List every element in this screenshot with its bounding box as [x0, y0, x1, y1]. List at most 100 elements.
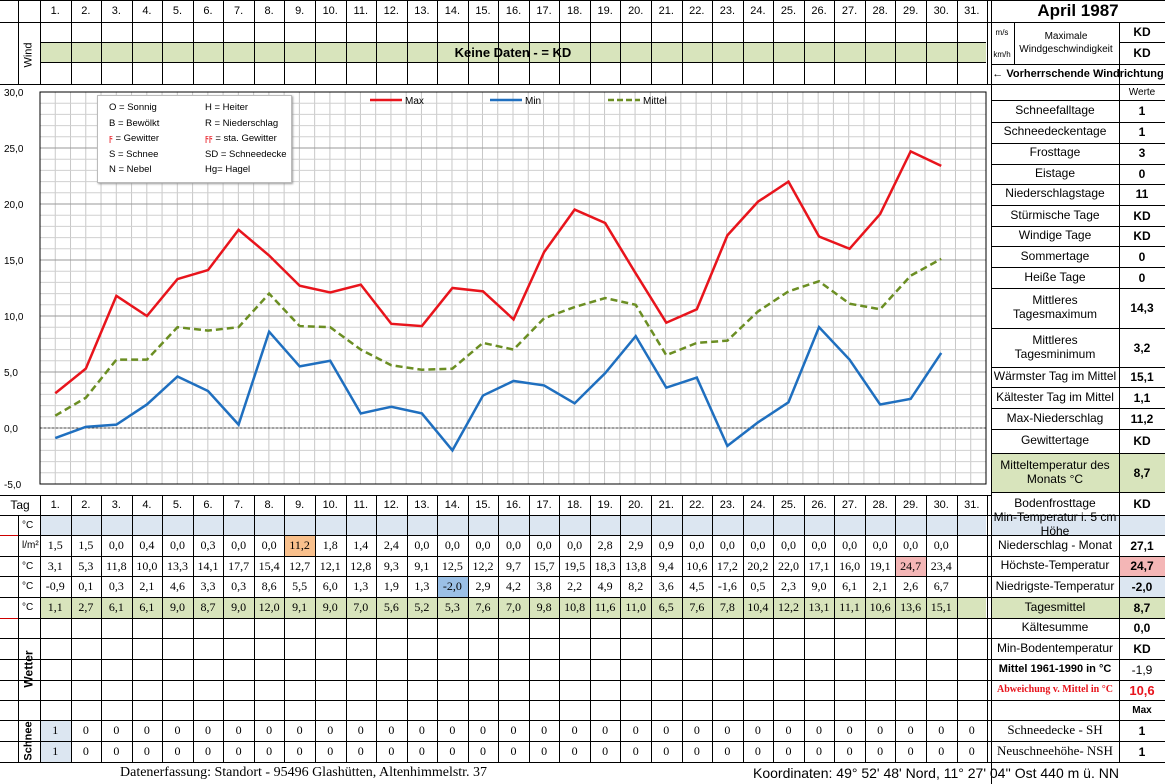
day-number: 4.: [142, 5, 152, 17]
table-day-number: 28.: [872, 499, 888, 511]
precip-cell: 2,8: [597, 538, 613, 552]
grid-line: [991, 328, 1165, 329]
wind-no-data-bar: Keine Daten - = KD: [40, 42, 986, 62]
day-number: 10.: [322, 5, 338, 17]
min-temp-cell: 3,3: [200, 579, 216, 593]
grid-line: [681, 0, 683, 84]
precip-cell: 0,0: [842, 538, 858, 552]
grid-line: [0, 618, 991, 619]
table-day-number: 1.: [50, 499, 60, 511]
precip-cell: 0,0: [933, 538, 949, 552]
stat-value: 1: [1138, 104, 1146, 118]
max-temp-cell: 9,3: [383, 558, 399, 573]
grid-line: [895, 495, 897, 762]
legend-code: R = Niederschlag: [205, 117, 279, 129]
snow-cell: 0: [479, 723, 486, 737]
grid-line: [991, 492, 1165, 493]
max-temp-cell: 15,7: [533, 558, 555, 573]
legend-label-max: Max: [405, 96, 424, 107]
stat-value: 3: [1138, 146, 1146, 160]
stat-lower-value: [1119, 515, 1165, 535]
grid-line: [345, 0, 347, 84]
legend-code: ϝϝ = sta. Gewitter: [205, 133, 277, 144]
stat-lower-value: 24,7: [1119, 556, 1165, 576]
grid-line: [991, 143, 1165, 144]
stat-value: 8,7: [1119, 453, 1165, 492]
stat-label: Bodenfrosttage: [1014, 495, 1096, 510]
snow-cell: 0: [877, 723, 884, 737]
grid-line: [925, 495, 927, 762]
grid-line: [1014, 22, 1015, 64]
stat-label: Niederschlagstage: [1005, 186, 1105, 201]
grid-line: [991, 597, 1165, 598]
grid-line: [0, 22, 991, 23]
max-temp-cell: 9,1: [414, 558, 430, 573]
day-number: 30.: [933, 5, 949, 17]
grid-line: [991, 576, 1165, 577]
row-unit: °C: [22, 601, 34, 613]
mean-temp-cell: 6,1: [139, 600, 155, 614]
stat-value: 1,1: [1133, 390, 1151, 405]
snow-cell: 0: [816, 744, 823, 758]
stat-label: Sommertage: [1020, 248, 1090, 263]
grid-line: [0, 535, 18, 536]
max-temp-cell: 10,0: [136, 558, 158, 573]
max-temp-cell: 19,1: [869, 558, 891, 573]
mean-row-band: [40, 597, 986, 618]
precip-cell: 0,0: [903, 538, 919, 552]
precip-cell: 1,4: [353, 538, 369, 552]
day-number: 1.: [50, 5, 60, 17]
snow-cell: 0: [113, 723, 120, 737]
snow-cell: 0: [907, 744, 914, 758]
max-temp-cell: 19,5: [564, 558, 586, 573]
grid-line: [1119, 42, 1165, 43]
max-temp-cell: 12,5: [441, 558, 463, 573]
min-temp-cell: 2,3: [780, 579, 796, 593]
snow-cell: 0: [388, 723, 395, 737]
mean-temp-cell: 1,1: [47, 600, 63, 614]
grid-line: [987, 0, 989, 84]
stat-label: Windige Tage: [1018, 228, 1092, 243]
max-temp-cell: 17,2: [716, 558, 738, 573]
snow-cell: 0: [143, 723, 150, 737]
precip-cell: 0,0: [261, 538, 277, 552]
min-temp-cell: 2,2: [567, 579, 583, 593]
grid-line: [991, 22, 1165, 23]
precip-cell: 0,0: [414, 538, 430, 552]
mean-temp-cell: 11,6: [594, 600, 616, 614]
day-number: 18.: [566, 5, 583, 17]
stat-label: Kältester Tag im Mittel: [996, 389, 1114, 404]
min-temp-cell: 4,6: [169, 579, 185, 593]
grid-line: [991, 680, 1165, 681]
precip-cell: 11,2: [284, 535, 315, 556]
grid-line: [991, 720, 1165, 721]
legend-code: O = Sonnig: [109, 102, 157, 113]
day-number: 21.: [658, 5, 674, 17]
max-temp-cell: 20,2: [747, 558, 769, 573]
stat-value: 0: [1138, 270, 1146, 285]
grid-line: [991, 741, 1165, 742]
grid-line: [742, 495, 744, 762]
max-temp-cell: 15,4: [258, 558, 280, 573]
min-temp-cell: 2,1: [872, 579, 888, 593]
min-temp-cell: 1,3: [414, 579, 430, 593]
grid-line: [0, 700, 991, 701]
grid-line: [712, 0, 714, 84]
grid-line: [131, 495, 133, 762]
stat-value: KD: [1133, 434, 1151, 448]
stat-lower-value: 10,6: [1129, 682, 1155, 698]
grid-line: [991, 429, 1165, 430]
month-title: April 1987: [1037, 1, 1119, 20]
min-temp-cell: 5,5: [292, 579, 308, 593]
mean-temp-cell: 8,7: [200, 600, 216, 614]
stat-value: 15,1: [1130, 370, 1154, 384]
grid-line: [0, 618, 18, 619]
mean-temp-cell: 9,0: [231, 600, 247, 614]
precip-cell: 2,4: [383, 538, 399, 552]
snow-cell: 0: [632, 723, 639, 737]
row-unit: l/m²: [22, 539, 39, 551]
grid-line: [0, 84, 991, 85]
mean-temp-cell: 9,1: [292, 600, 308, 614]
grid-line: [589, 0, 591, 84]
table-day-number: 7.: [233, 499, 244, 511]
